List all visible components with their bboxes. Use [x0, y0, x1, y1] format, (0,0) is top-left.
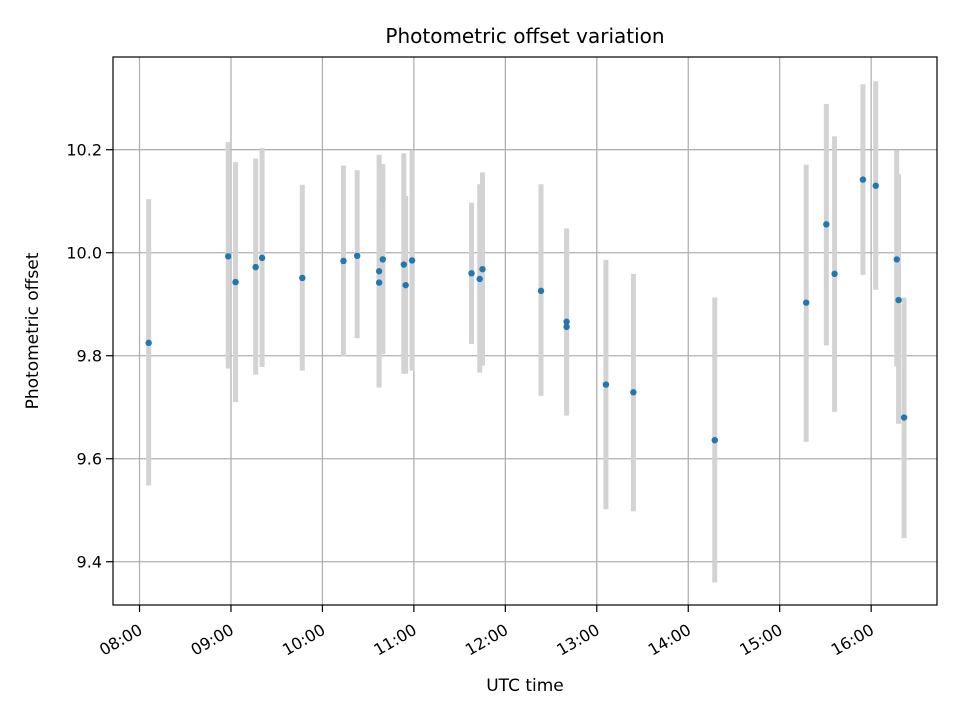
data-point	[375, 279, 383, 286]
data-point	[252, 263, 259, 271]
y-tick-label: 10.2	[66, 141, 102, 160]
data-point	[400, 261, 408, 268]
data-point	[375, 268, 383, 275]
data-point	[831, 270, 838, 278]
data-point	[563, 323, 570, 331]
y-tick-label: 9.8	[77, 347, 102, 366]
data-point	[537, 287, 545, 295]
data-point	[479, 265, 486, 273]
data-point	[563, 318, 570, 325]
plot-frame	[112, 56, 938, 606]
data-point	[823, 221, 830, 228]
data-point	[895, 296, 902, 304]
chart-title: Photometric offset variation	[385, 24, 664, 48]
data-point	[299, 274, 306, 282]
data-point	[602, 381, 610, 388]
plot-area	[113, 57, 937, 605]
data-point	[379, 256, 386, 263]
data-point	[893, 256, 900, 263]
grid	[113, 57, 937, 605]
data-point	[402, 281, 409, 289]
data-point	[232, 278, 239, 286]
data-point	[408, 257, 416, 264]
data-point	[353, 252, 361, 260]
data-point	[468, 270, 475, 277]
data-point	[225, 253, 232, 260]
y-tick-label: 10.0	[66, 244, 102, 263]
data-points	[145, 176, 908, 444]
data-point	[476, 275, 483, 283]
y-axis: 9.4 9.6 9.8 10.0 10.2	[66, 141, 113, 572]
data-point	[803, 299, 810, 306]
y-tick-label: 9.6	[77, 450, 102, 469]
x-axis-label: UTC time	[486, 676, 564, 696]
data-point	[145, 339, 152, 347]
data-point	[711, 436, 718, 444]
data-point	[258, 254, 266, 262]
data-point	[340, 257, 347, 265]
y-tick-label: 9.4	[77, 553, 102, 572]
data-point	[630, 389, 637, 396]
data-point	[872, 182, 879, 189]
data-point	[859, 176, 867, 183]
data-point	[900, 414, 908, 421]
y-axis-label: Photometric offset	[23, 252, 43, 409]
